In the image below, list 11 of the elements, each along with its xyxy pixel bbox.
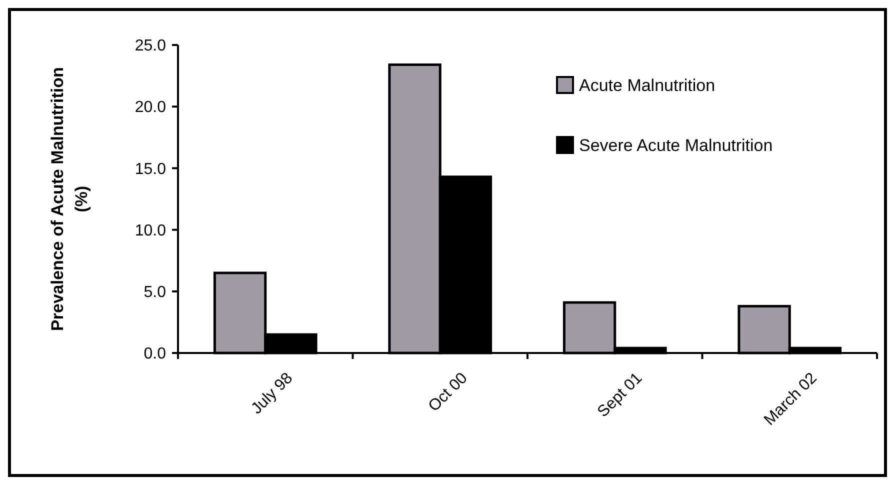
legend-label: Severe Acute Malnutrition [579,136,773,155]
y-tick-label: 15.0 [134,160,166,178]
legend-label: Acute Malnutrition [579,76,716,95]
y-tick-label: 25.0 [134,38,166,55]
y-tick-label: 5.0 [144,284,166,301]
y-tick-label: 20.0 [134,99,166,116]
y-tick-label: 0.0 [144,346,166,363]
x-tick-label: Oct 00 [426,370,471,416]
y-axis-title: Prevalence of Acute Malnutrition (%) [47,66,92,333]
y-tick-label: 10.0 [134,222,166,240]
x-tick-label: July 98 [248,370,296,418]
